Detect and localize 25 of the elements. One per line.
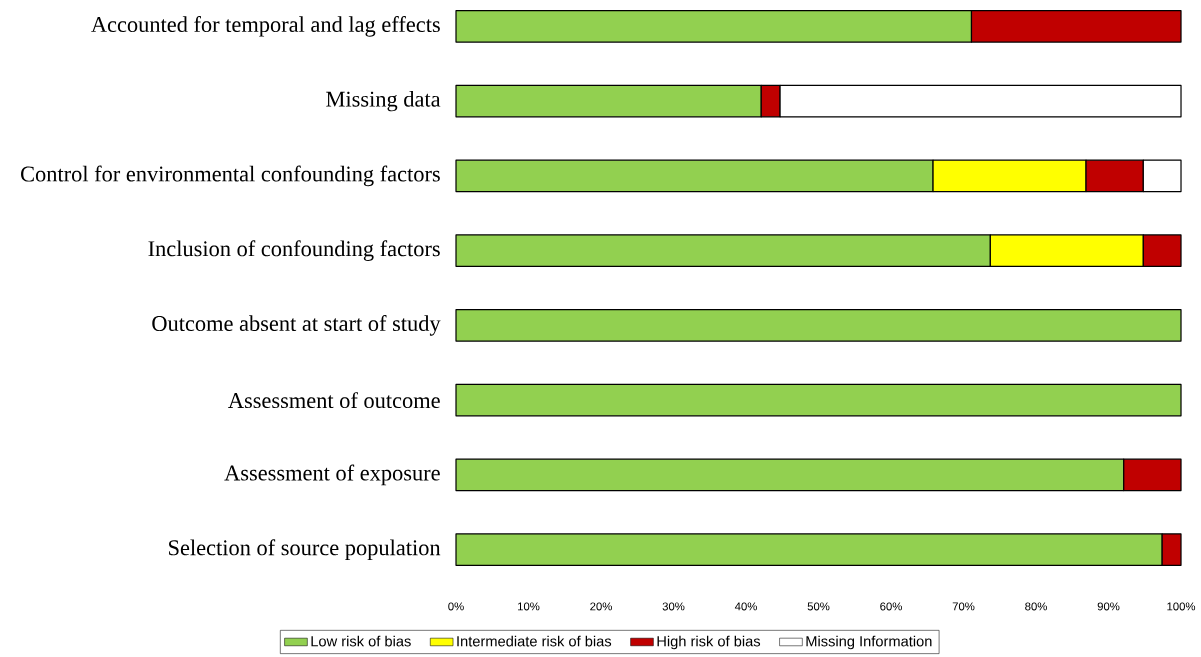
y-tick-label: Outcome absent at start of study	[152, 315, 441, 336]
y-tick-label: Assessment of outcome	[228, 392, 440, 409]
bar	[455, 383, 1182, 417]
y-tick-label: Missing data	[326, 90, 441, 112]
y-tick-label: Accounted for temporal and lag effects	[91, 16, 440, 37]
x-tick-label: 0%	[448, 602, 464, 611]
x-tick-label: 90%	[1097, 602, 1120, 611]
y-tick-label: Assessment of exposure	[224, 464, 440, 486]
x-tick-label: 30%	[662, 602, 685, 611]
legend-label: Missing Information	[806, 635, 932, 650]
y-tick-label: Inclusion of confounding factors	[148, 240, 440, 261]
legend-label: Low risk of bias	[311, 635, 411, 647]
x-tick-label: 70%	[952, 602, 975, 611]
legend-label: High risk of bias	[657, 635, 761, 650]
y-tick-label: Selection of source population	[169, 539, 441, 560]
y-tick-label: Control for environmental confounding factors	[21, 165, 440, 187]
x-tick-label: 60%	[880, 602, 902, 611]
x-tick-label: 80%	[1025, 602, 1047, 611]
legend-label: Intermediate risk of bias	[457, 635, 612, 647]
x-tick-label: 40%	[734, 602, 757, 611]
x-tick-label: 20%	[590, 602, 612, 611]
bar	[455, 309, 1182, 342]
x-tick-label: 10%	[518, 602, 540, 611]
x-tick-label: 100%	[1167, 602, 1196, 611]
x-tick-label: 50%	[807, 602, 830, 611]
